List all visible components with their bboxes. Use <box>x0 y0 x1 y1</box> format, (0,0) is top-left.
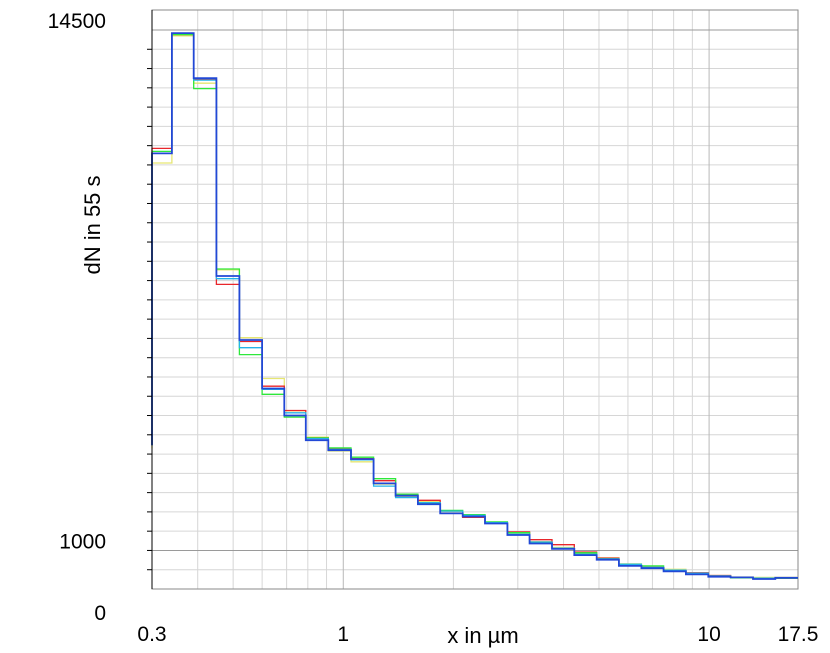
x-tick-label: 10 <box>697 623 720 646</box>
minor-gridlines <box>151 10 798 589</box>
series-line <box>151 32 798 580</box>
x-axis-title: x in µm <box>447 623 518 648</box>
major-gridlines <box>152 10 798 589</box>
x-tick-label: 1 <box>337 623 349 646</box>
series-line <box>151 32 798 579</box>
x-tick-label: 0.3 <box>137 623 166 646</box>
y-tick-label: 1000 <box>59 530 106 553</box>
y-tick-label: 14500 <box>48 10 106 33</box>
y-axis <box>147 10 153 589</box>
series-line <box>151 35 798 579</box>
y-axis-title: dN in 55 s <box>80 175 105 274</box>
series-layer <box>151 32 798 580</box>
x-tick-label: 17.5 <box>778 623 819 646</box>
x-axis-tick-labels: 0.3 1 10 17.5 <box>137 623 818 646</box>
series-line <box>151 33 798 580</box>
y-tick-label: 0 <box>94 602 106 625</box>
series-line <box>151 33 798 579</box>
y-axis-tick-labels: 0 1000 14500 <box>48 10 106 625</box>
